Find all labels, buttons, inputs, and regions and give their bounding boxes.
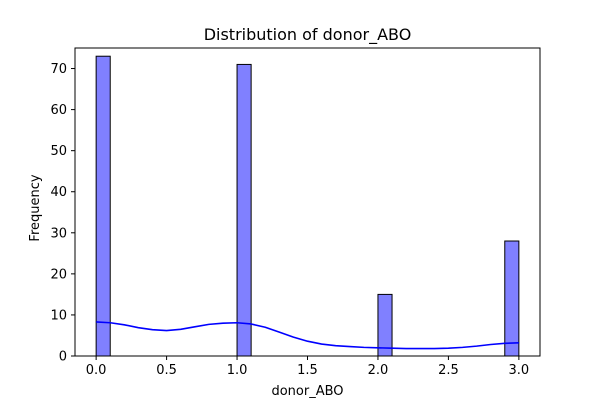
y-tick-label: 30 [50,226,67,241]
y-tick-label: 0 [59,350,67,365]
y-tick-label: 50 [50,144,67,159]
x-tick-label: 2.0 [368,363,389,378]
y-tick-label: 60 [50,103,67,118]
x-axis-ticks: 0.0 0.5 1.0 1.5 2.0 2.5 3.0 [86,356,529,378]
histogram-bar [377,293,393,357]
x-tick-label: 3.0 [509,363,530,378]
y-axis-ticks: 0 10 20 30 40 50 60 70 [50,62,75,365]
x-tick-label: 1.0 [227,363,248,378]
y-tick-label: 40 [50,185,67,200]
plot-frame [74,47,541,357]
histogram-bar [95,55,111,357]
x-tick-label: 0.5 [156,363,177,378]
y-tick-label: 20 [50,267,67,282]
x-tick-label: 2.5 [438,363,459,378]
histogram-bar [236,63,252,357]
x-axis-title: donor_ABO [271,384,343,399]
axes-layer [74,47,541,357]
kde-curve [96,321,519,350]
histogram-bar [504,240,520,357]
y-tick-label: 70 [50,62,67,77]
x-tick-label: 0.0 [86,363,107,378]
y-axis-title: Frequency [28,174,43,241]
y-tick-label: 10 [50,308,67,323]
x-tick-label: 1.5 [297,363,318,378]
kde-layer [96,321,519,350]
chart-title: Distribution of donor_ABO [204,25,412,45]
bars-layer [95,55,520,357]
